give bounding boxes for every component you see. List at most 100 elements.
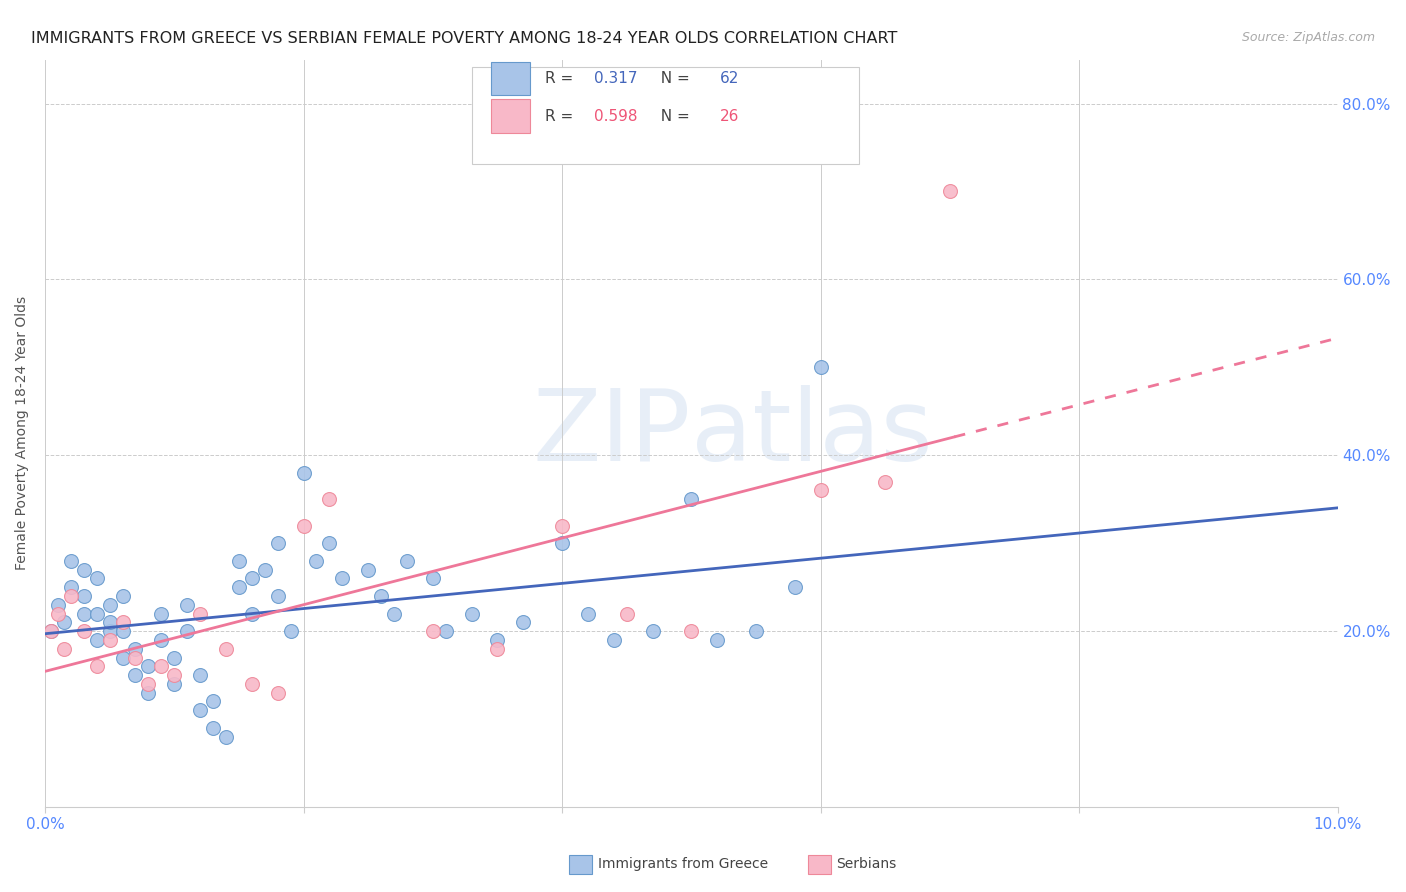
Point [512,615,534,630]
Text: N =: N = [651,109,695,123]
Point [53,641,76,656]
Point [266,536,288,550]
Point [330,571,353,585]
Point [266,589,288,603]
Point [46,607,69,621]
Point [41,624,63,639]
Point [783,580,806,594]
Point [551,536,574,550]
Point [138,677,160,691]
Point [124,668,146,682]
Point [86,607,108,621]
Point [422,571,444,585]
Point [176,624,198,639]
Point [292,466,315,480]
Point [681,624,703,639]
Point [745,624,768,639]
Point [280,624,302,639]
Point [59,554,82,568]
Point [73,563,96,577]
Point [150,659,173,673]
Point [98,632,121,647]
Point [215,730,238,744]
Point [111,615,134,630]
Point [810,360,832,375]
Point [188,703,211,717]
Text: R =: R = [546,71,578,87]
Point [706,632,728,647]
Point [163,677,186,691]
Point [46,598,69,612]
Point [202,694,225,708]
FancyBboxPatch shape [491,99,530,133]
Point [150,607,173,621]
Text: N =: N = [651,71,695,87]
Point [228,580,250,594]
Point [41,624,63,639]
Point [318,492,340,507]
Text: 62: 62 [720,71,740,87]
Point [59,589,82,603]
Point [124,650,146,665]
FancyBboxPatch shape [491,62,530,95]
Point [124,641,146,656]
Point [486,632,509,647]
Point [188,668,211,682]
Point [188,607,211,621]
Point [240,571,263,585]
Point [138,686,160,700]
Point [73,624,96,639]
Point [875,475,897,489]
Text: 26: 26 [720,109,740,123]
Text: atlas: atlas [692,384,934,482]
Point [150,632,173,647]
Point [59,580,82,594]
Point [551,518,574,533]
Text: IMMIGRANTS FROM GREECE VS SERBIAN FEMALE POVERTY AMONG 18-24 YEAR OLDS CORRELATI: IMMIGRANTS FROM GREECE VS SERBIAN FEMALE… [31,31,897,46]
Point [240,607,263,621]
Point [53,615,76,630]
Point [603,632,626,647]
Point [939,185,962,199]
Text: R =: R = [546,109,578,123]
Point [98,598,121,612]
Point [292,518,315,533]
Text: 0.317: 0.317 [595,71,638,87]
Point [73,589,96,603]
Point [434,624,457,639]
Point [382,607,405,621]
Text: Immigrants from Greece: Immigrants from Greece [598,857,768,871]
Point [228,554,250,568]
Point [486,641,509,656]
Text: Source: ZipAtlas.com: Source: ZipAtlas.com [1241,31,1375,45]
Point [305,554,328,568]
Point [86,632,108,647]
Point [176,598,198,612]
Y-axis label: Female Poverty Among 18-24 Year Olds: Female Poverty Among 18-24 Year Olds [15,296,30,570]
Point [266,686,288,700]
Text: Serbians: Serbians [837,857,897,871]
Text: ZIP: ZIP [533,384,692,482]
Point [111,650,134,665]
Point [202,721,225,735]
Point [616,607,638,621]
Point [810,483,832,498]
Point [163,650,186,665]
Point [641,624,664,639]
Point [240,677,263,691]
Point [86,571,108,585]
Point [111,624,134,639]
Point [73,607,96,621]
Point [163,668,186,682]
Point [253,563,276,577]
Point [98,615,121,630]
Point [681,492,703,507]
Point [215,641,238,656]
Point [576,607,599,621]
FancyBboxPatch shape [471,67,859,164]
Point [98,624,121,639]
Point [357,563,380,577]
Point [111,589,134,603]
Point [318,536,340,550]
Text: 0.598: 0.598 [595,109,638,123]
